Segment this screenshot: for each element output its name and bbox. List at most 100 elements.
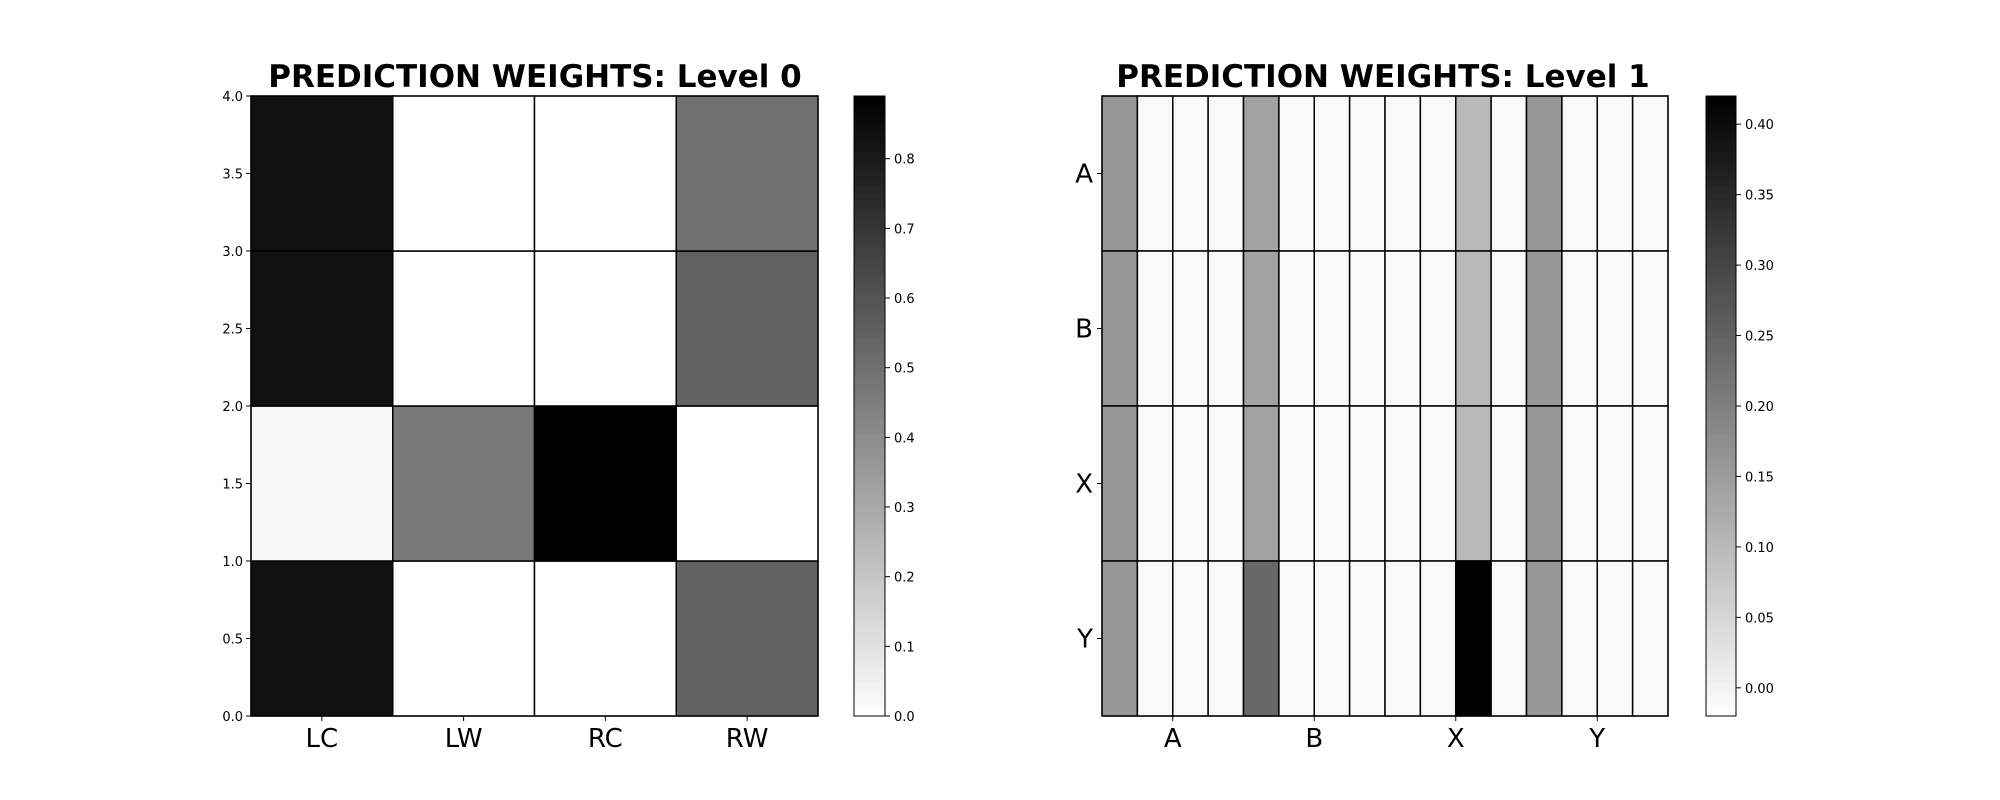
colorbar-segment (854, 626, 885, 634)
colorbar-segment (1706, 399, 1736, 407)
colorbar-tick-label: 0.40 (1745, 118, 1774, 133)
colorbar-segment (854, 226, 885, 235)
colorbar-segment (854, 598, 885, 607)
heatmap-cell (1631, 95, 1669, 252)
colorbar-segment (1706, 447, 1736, 455)
heatmap-cell (1136, 250, 1174, 407)
heatmap-cell (1242, 250, 1280, 407)
colorbar-segment (1706, 192, 1736, 200)
colorbar-tick-label: 0.1 (894, 640, 915, 655)
heatmap-cell (1561, 560, 1598, 717)
colorbar-segment (854, 667, 885, 676)
colorbar-segment (1706, 674, 1736, 683)
colorbar-segment (1706, 226, 1736, 235)
colorbar-segment (1706, 702, 1736, 710)
colorbar-segment (854, 309, 885, 318)
colorbar-segment (1706, 288, 1736, 297)
colorbar-segment (854, 116, 885, 125)
colorbar-segment (854, 640, 885, 648)
colorbar-segment (854, 633, 885, 641)
heatmap-cell (1525, 405, 1563, 562)
colorbar-segment (1706, 123, 1736, 132)
colorbar-segment (1706, 454, 1736, 462)
colorbar-segment (1706, 385, 1736, 393)
heatmap-cell (250, 560, 394, 717)
colorbar-segment (1706, 468, 1736, 476)
colorbar-tick-label: 0.30 (1745, 259, 1774, 274)
colorbar-segment (1706, 316, 1736, 324)
heatmap-cell (1242, 560, 1280, 717)
colorbar-segment (854, 536, 885, 545)
colorbar-segment (854, 654, 885, 662)
heatmap-cell (1384, 250, 1422, 407)
heatmap-cell (1525, 95, 1563, 252)
colorbar-tick-label: 0.15 (1745, 470, 1774, 485)
colorbar-segment (854, 605, 885, 614)
x-category-label: LW (445, 724, 483, 754)
colorbar-segment (854, 316, 885, 324)
heatmap-cell (1348, 95, 1386, 252)
heatmap-cell (250, 250, 394, 407)
colorbar-segment (1706, 158, 1736, 166)
colorbar-segment (854, 709, 885, 717)
colorbar-segment (854, 233, 885, 242)
colorbar-segment (854, 337, 885, 345)
heatmap-cell (1242, 95, 1280, 252)
colorbar-segment (1706, 213, 1736, 221)
colorbar-segment (854, 406, 885, 414)
colorbar-segment (854, 261, 885, 269)
heatmap-cell (1313, 95, 1351, 252)
colorbar-segment (854, 419, 885, 428)
colorbar-segment (1706, 419, 1736, 428)
colorbar-segment (854, 523, 885, 531)
colorbar-tick-label: 0.2 (894, 571, 915, 586)
colorbar-tick-label: 0.25 (1745, 330, 1774, 345)
colorbar-segment (1706, 412, 1736, 421)
colorbar-segment (854, 619, 885, 628)
colorbar-segment (1706, 364, 1736, 373)
colorbar-segment (854, 509, 885, 517)
colorbar-segment (1706, 151, 1736, 159)
colorbar-tick-label: 0.5 (894, 362, 915, 377)
heatmap-cell (1172, 250, 1209, 407)
heatmap-cell (1384, 560, 1422, 717)
heatmap-cell (1313, 560, 1351, 717)
colorbar-segment (854, 399, 885, 407)
colorbar-segment (854, 206, 885, 214)
heatmap-cell (1596, 405, 1634, 562)
y-tick-label: 2.0 (222, 400, 243, 415)
heatmap-cell (392, 250, 536, 407)
colorbar-segment (1706, 247, 1736, 256)
y-tick-label: 3.5 (222, 168, 243, 183)
colorbar-segment (854, 660, 885, 669)
y-category-label: B (1075, 315, 1093, 345)
colorbar-segment (854, 474, 885, 483)
colorbar-segment (1706, 426, 1736, 435)
heatmap-cell (1278, 250, 1315, 407)
heatmap-cell (1172, 560, 1209, 717)
colorbar-segment (854, 454, 885, 462)
colorbar-segment (1706, 481, 1736, 490)
heatmap-cell (392, 95, 536, 252)
colorbar-segment (1706, 654, 1736, 662)
heatmap-cell (675, 95, 819, 252)
heatmap-cell (533, 405, 677, 562)
colorbar-segment (854, 144, 885, 152)
heatmap-cell (1313, 405, 1351, 562)
colorbar-segment (854, 275, 885, 283)
heatmap-cell (250, 95, 394, 252)
x-category-label: LC (306, 724, 339, 754)
colorbar-segment (1706, 440, 1736, 448)
y-tick-label: 1.0 (222, 555, 243, 570)
colorbar-segment (854, 344, 885, 352)
colorbar-segment (1706, 461, 1736, 469)
heatmap-cell (1278, 95, 1315, 252)
heatmap-cell (1525, 560, 1563, 717)
x-category-label: RW (726, 724, 769, 754)
heatmap-cell (533, 560, 677, 717)
heatmap-cell (1207, 250, 1245, 407)
colorbar-segment (854, 330, 885, 338)
colorbar-segment (1706, 137, 1736, 145)
colorbar-segment (854, 516, 885, 524)
heatmap-cell (1348, 405, 1386, 562)
